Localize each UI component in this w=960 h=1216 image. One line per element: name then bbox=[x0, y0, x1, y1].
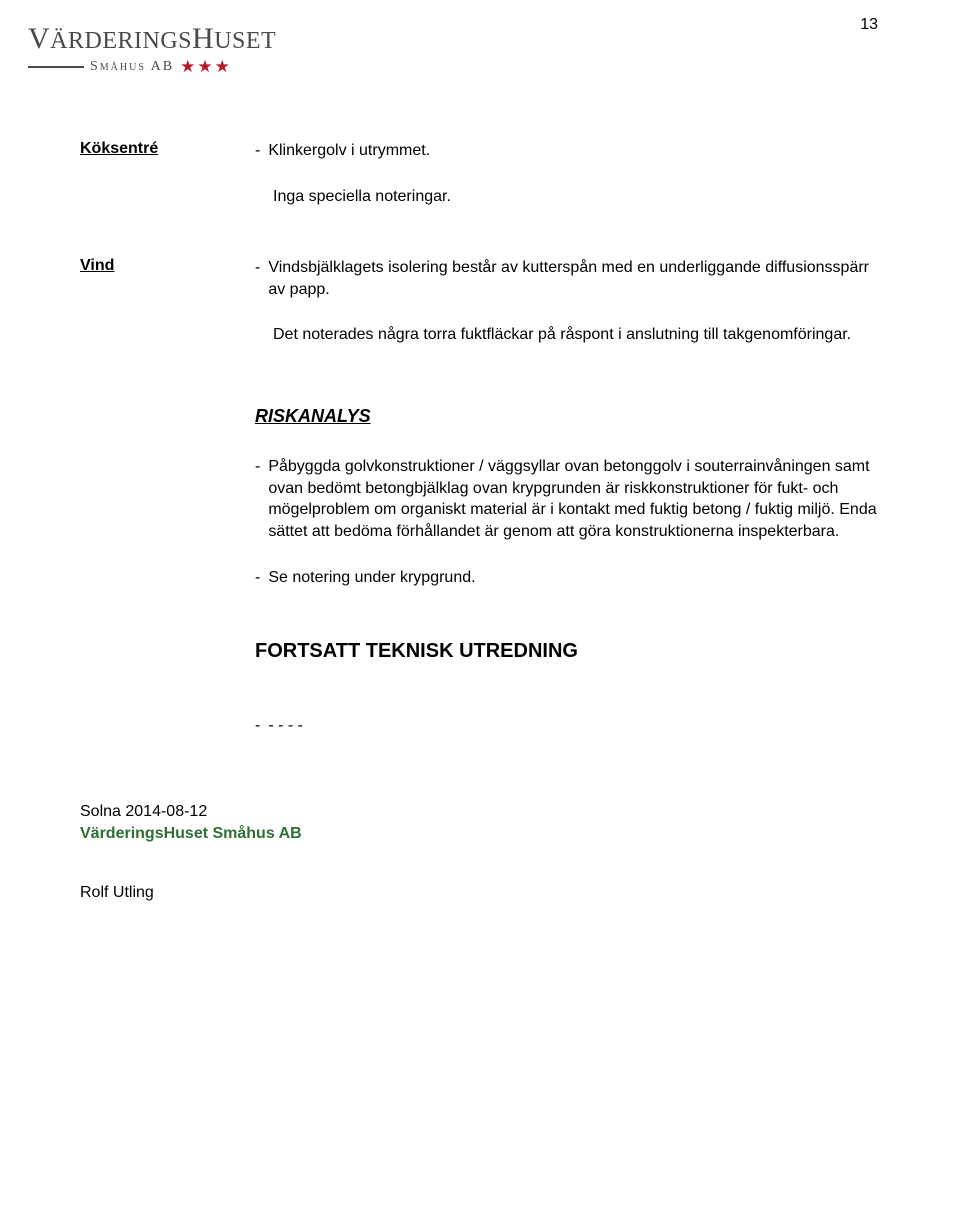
empty-label bbox=[80, 364, 255, 745]
list-item: - Vindsbjälklagets isolering består av k… bbox=[255, 257, 880, 300]
item-text: Påbyggda golvkonstruktioner / väggsyllar… bbox=[268, 456, 880, 542]
dash-bullet: - bbox=[255, 456, 260, 542]
document-body: Köksentré - Klinkergolv i utrymmet. Inga… bbox=[80, 140, 880, 904]
item-text: Se notering under krypgrund. bbox=[268, 567, 475, 589]
risk-heading: RISKANALYS bbox=[255, 404, 880, 428]
risk-section: RISKANALYS - Påbyggda golvkonstruktioner… bbox=[80, 364, 880, 745]
logo-subtitle: Småhus AB bbox=[90, 59, 174, 75]
item-text: - - - - bbox=[268, 715, 303, 737]
company-logo: VÄRDERINGSHUSET Småhus AB ★ ★ ★ bbox=[28, 22, 276, 75]
item-text: Vindsbjälklagets isolering består av kut… bbox=[268, 257, 880, 300]
risk-body: RISKANALYS - Påbyggda golvkonstruktioner… bbox=[255, 364, 880, 745]
logo-stars: ★ ★ ★ bbox=[180, 58, 230, 75]
item-note: Inga speciella noteringar. bbox=[273, 186, 880, 208]
signoff-company: VärderingsHuset Småhus AB bbox=[80, 823, 880, 845]
signoff-name: Rolf Utling bbox=[80, 882, 880, 904]
dash-bullet: - bbox=[255, 715, 260, 737]
list-item: - - - - - bbox=[255, 715, 880, 737]
list-item: - Se notering under krypgrund. bbox=[255, 567, 880, 589]
section-label: Vind bbox=[80, 257, 255, 354]
star-icon: ★ bbox=[215, 58, 230, 75]
section-label: Köksentré bbox=[80, 140, 255, 215]
logo-text: USET bbox=[214, 28, 276, 54]
item-note: Det noterades några torra fuktfläckar på… bbox=[273, 324, 880, 346]
dash-bullet: - bbox=[255, 257, 260, 300]
section-body: - Klinkergolv i utrymmet. Inga speciella… bbox=[255, 140, 880, 215]
logo-cap: V bbox=[28, 22, 50, 55]
logo-rule-icon bbox=[28, 66, 84, 68]
logo-text: ÄRDERINGS bbox=[50, 28, 192, 54]
signoff-block: Solna 2014-08-12 VärderingsHuset Småhus … bbox=[80, 801, 880, 904]
section-row: Köksentré - Klinkergolv i utrymmet. Inga… bbox=[80, 140, 880, 215]
dash-bullet: - bbox=[255, 567, 260, 589]
star-icon: ★ bbox=[197, 58, 212, 75]
fortsatt-heading: FORTSATT TEKNISK UTREDNING bbox=[255, 638, 880, 665]
list-item: - Påbyggda golvkonstruktioner / väggsyll… bbox=[255, 456, 880, 542]
section-row: Vind - Vindsbjälklagets isolering består… bbox=[80, 257, 880, 354]
list-item: - Klinkergolv i utrymmet. bbox=[255, 140, 880, 162]
logo-subline: Småhus AB ★ ★ ★ bbox=[28, 58, 276, 75]
page-number: 13 bbox=[860, 16, 878, 34]
dash-bullet: - bbox=[255, 140, 260, 162]
item-text: Klinkergolv i utrymmet. bbox=[268, 140, 430, 162]
logo-company-name: VÄRDERINGSHUSET bbox=[28, 22, 276, 56]
section-body: - Vindsbjälklagets isolering består av k… bbox=[255, 257, 880, 354]
logo-cap: H bbox=[192, 22, 214, 55]
star-icon: ★ bbox=[180, 58, 195, 75]
signoff-place-date: Solna 2014-08-12 bbox=[80, 801, 880, 823]
